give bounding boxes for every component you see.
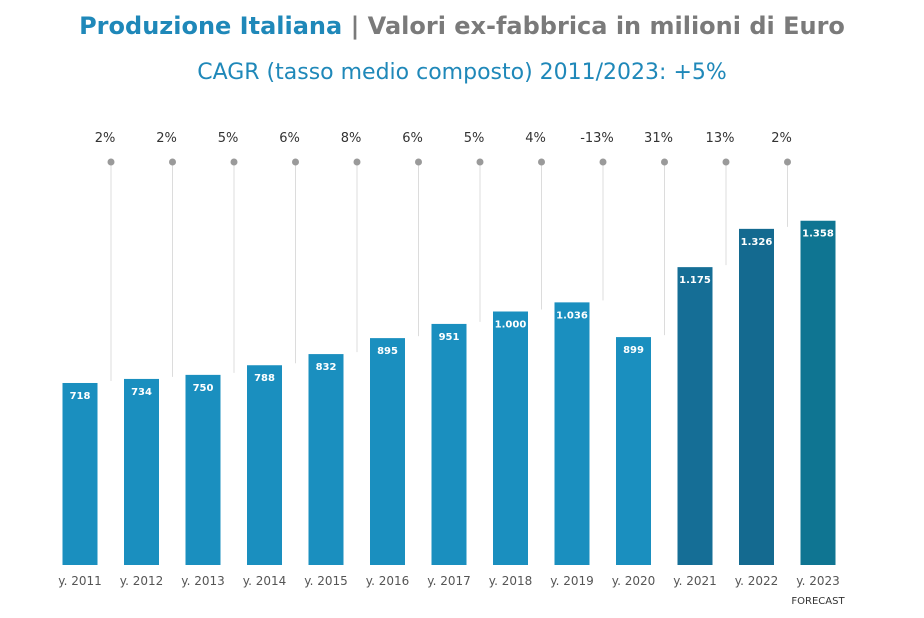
value-label: 788	[254, 373, 275, 384]
growth-dot	[661, 158, 668, 166]
growth-dot	[599, 158, 607, 166]
x-tick-label: y. 2016	[366, 574, 410, 588]
growth-dot	[784, 158, 791, 166]
growth-label: 6%	[279, 131, 300, 146]
x-tick-label: y. 2015	[304, 574, 348, 588]
growth-dot	[230, 158, 238, 166]
growth-label: 5%	[218, 131, 239, 146]
chart-subtitle: CAGR (tasso medio composto) 2011/2023: +…	[197, 60, 727, 85]
growth-label: -13%	[580, 131, 614, 146]
growth-dot	[353, 158, 361, 166]
growth-label: 31%	[644, 131, 673, 146]
bar	[185, 374, 221, 565]
value-label: 899	[623, 345, 644, 356]
growth-label: 2%	[95, 131, 116, 146]
value-label: 1.358	[802, 229, 834, 240]
growth-label: 2%	[771, 131, 792, 146]
growth-dot	[722, 158, 730, 166]
x-tick-label: y. 2023	[796, 574, 840, 588]
x-tick-label: y. 2022	[735, 574, 779, 588]
x-tick-label: y. 2021	[673, 574, 717, 588]
growth-dot	[107, 158, 115, 166]
title-main: Produzione Italiana	[79, 12, 343, 40]
bar	[677, 267, 713, 565]
value-label: 734	[131, 387, 152, 398]
growth-dot	[169, 158, 176, 166]
growth-dot	[476, 158, 484, 166]
x-tick-label: y. 2013	[181, 574, 225, 588]
value-label: 951	[439, 332, 460, 343]
bar	[62, 382, 98, 565]
growth-dot	[415, 158, 422, 166]
value-label: 1.036	[556, 310, 588, 321]
value-label: 1.000	[495, 320, 527, 331]
bar	[308, 354, 344, 565]
bar	[616, 337, 651, 565]
value-label: 895	[377, 346, 398, 357]
growth-dot	[538, 158, 545, 166]
x-tick-label: y. 2020	[612, 574, 656, 588]
chart-title: Produzione Italiana | Valori ex-fabbrica…	[0, 12, 924, 40]
value-label: 1.326	[741, 237, 773, 248]
growth-label: 8%	[341, 131, 362, 146]
growth-label: 5%	[464, 131, 485, 146]
bar	[431, 323, 467, 565]
forecast-annotation: FORECAST	[791, 596, 845, 607]
value-label: 832	[316, 362, 337, 373]
title-rest: | Valori ex-fabbrica in milioni di Euro	[350, 12, 845, 40]
value-label: 718	[70, 391, 91, 402]
x-tick-label: y. 2011	[58, 574, 102, 588]
growth-label: 4%	[525, 131, 546, 146]
x-tick-label: y. 2012	[120, 574, 164, 588]
bar	[493, 311, 528, 565]
bar	[370, 338, 405, 565]
bar	[554, 302, 590, 565]
value-label: 1.175	[679, 275, 711, 286]
bar	[247, 365, 282, 565]
growth-label: 6%	[402, 131, 423, 146]
x-tick-label: y. 2017	[427, 574, 471, 588]
bar	[800, 220, 836, 565]
growth-dot	[292, 158, 299, 166]
value-label: 750	[193, 383, 214, 394]
growth-label: 2%	[156, 131, 177, 146]
bar	[124, 378, 159, 565]
growth-label: 13%	[706, 131, 735, 146]
bar	[739, 228, 774, 565]
x-tick-label: y. 2019	[550, 574, 594, 588]
x-tick-label: y. 2014	[243, 574, 287, 588]
x-tick-label: y. 2018	[489, 574, 533, 588]
